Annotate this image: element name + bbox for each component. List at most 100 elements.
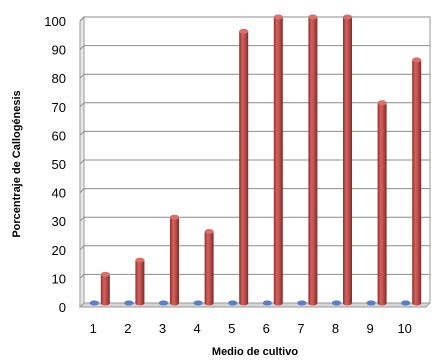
- bar-series1-top: [124, 300, 134, 306]
- x-tick-label: 3: [159, 321, 166, 336]
- bar-series1: [401, 300, 411, 306]
- bar-series1: [159, 300, 168, 306]
- bar-series2-base: [273, 300, 283, 306]
- bar-series1-top: [262, 300, 272, 306]
- bar-series2-top: [170, 214, 179, 220]
- bar-series1: [124, 300, 134, 306]
- y-tick-label: 0: [59, 300, 66, 315]
- bar-series2-base: [412, 300, 422, 306]
- bar-series2-base: [204, 300, 214, 306]
- bar-series2-top: [135, 257, 145, 263]
- bar-series2-body: [308, 17, 318, 303]
- y-tick-label: 50: [52, 157, 66, 172]
- x-tick-label: 10: [397, 321, 411, 336]
- x-tick-label: 6: [263, 321, 270, 336]
- gridlines: [79, 16, 430, 279]
- bar-series2-top: [100, 271, 110, 277]
- bar-series1-top: [193, 300, 203, 306]
- x-tick-label: 9: [366, 321, 373, 336]
- gridline-depth: [79, 245, 85, 251]
- bar-series2-body: [239, 31, 249, 304]
- x-tick-label: 5: [228, 321, 235, 336]
- gridline-depth: [79, 188, 85, 193]
- y-tick-label: 60: [52, 128, 66, 143]
- bar-series2-base: [135, 300, 145, 306]
- y-tick-label: 90: [52, 43, 66, 58]
- bar-series1: [366, 300, 376, 306]
- y-tick-label: 30: [52, 214, 66, 229]
- bar-series1-top: [228, 300, 238, 306]
- bar-series2-body: [135, 260, 145, 303]
- bar-series2-body: [100, 274, 110, 303]
- x-tick-label: 4: [193, 321, 200, 336]
- bar-series1: [332, 300, 341, 306]
- bar-series2: [343, 14, 352, 306]
- bars: [89, 14, 422, 306]
- bar-series2: [412, 57, 422, 306]
- gridline-depth: [79, 159, 85, 165]
- bar-series2: [239, 28, 249, 306]
- x-tick-label: 1: [90, 321, 97, 336]
- y-axis-title: Porcentraje de Callogénesis: [11, 90, 23, 237]
- gridline-depth: [79, 16, 85, 22]
- y-tick-label: 10: [52, 271, 66, 286]
- bar-series2-top: [273, 14, 283, 20]
- y-tick-label: 20: [52, 243, 66, 258]
- bar-series2-base: [343, 300, 352, 306]
- bar-series1-top: [366, 300, 376, 306]
- bar-series2-body: [377, 102, 387, 303]
- bar-series2-body: [204, 231, 214, 303]
- bar-series2-top: [308, 14, 318, 20]
- bar-series1: [262, 300, 272, 306]
- bar-series2-base: [170, 300, 179, 306]
- bar-series2: [308, 14, 318, 306]
- bar-series2-base: [100, 300, 110, 306]
- bar-series2-base: [377, 300, 387, 306]
- x-tick-label: 2: [124, 321, 131, 336]
- bar-series2-body: [170, 217, 179, 303]
- bar-series1-top: [332, 300, 341, 306]
- bar-series2-top: [239, 28, 249, 34]
- gridline-depth: [79, 102, 85, 108]
- bar-series1-top: [297, 300, 307, 306]
- bar-series2-base: [239, 300, 249, 306]
- x-tick-label: 8: [332, 321, 339, 336]
- bar-series2: [135, 257, 145, 306]
- gridline-depth: [79, 45, 85, 50]
- y-tick-label: 40: [52, 186, 66, 201]
- bar-series1: [89, 300, 99, 306]
- bar-series1-top: [89, 300, 99, 306]
- gridline-depth: [79, 274, 85, 279]
- bar-series2: [377, 100, 387, 306]
- bar-series2-top: [343, 14, 352, 20]
- bar-series2: [204, 229, 214, 306]
- x-tick-label: 7: [297, 321, 304, 336]
- bar-series2: [170, 214, 179, 306]
- bar-series1: [228, 300, 238, 306]
- bar-series2-top: [204, 229, 214, 234]
- y-tick-label: 70: [52, 100, 66, 115]
- bar-series2: [100, 271, 110, 306]
- y-tick-label: 80: [52, 71, 66, 86]
- x-axis-title: Medio de cultivo: [212, 346, 298, 358]
- x-tick-labels: 1 2 3 4 5 6 7 8 9 10: [90, 321, 412, 336]
- gridline-depth: [79, 131, 85, 136]
- bar-series1: [193, 300, 203, 306]
- bar-series1-top: [401, 300, 411, 306]
- bar-series2-top: [412, 57, 422, 63]
- plot-walls: [78, 15, 432, 309]
- bar-series1-top: [159, 300, 168, 306]
- gridline-depth: [79, 73, 85, 79]
- y-tick-labels: 0 10 20 30 40 50 60 70 80 90 100: [44, 14, 66, 315]
- gridline-depth: [79, 216, 85, 222]
- y-tick-label: 100: [44, 14, 66, 29]
- bar-series1: [297, 300, 307, 306]
- bar-series2-base: [308, 300, 318, 306]
- bar-series2-body: [273, 17, 283, 303]
- bar-series2-top: [377, 100, 387, 106]
- bar-series2-body: [343, 17, 352, 303]
- bar-series2-body: [412, 59, 422, 304]
- bar-series2: [273, 14, 283, 306]
